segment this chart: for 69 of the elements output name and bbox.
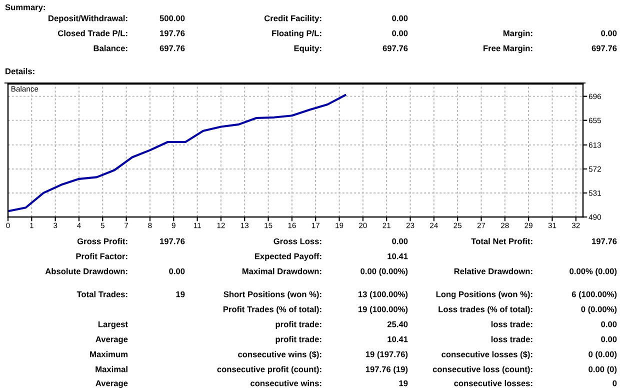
text: loss trade: bbox=[491, 336, 532, 342]
text: Total Net Profit: bbox=[471, 238, 532, 244]
text: 0.00% (0.00) bbox=[570, 268, 617, 276]
line-series bbox=[8, 94, 346, 212]
text: Average bbox=[96, 380, 128, 388]
text: 0.00 bbox=[601, 336, 617, 342]
text: Largest bbox=[98, 321, 128, 329]
text: 0.00 bbox=[392, 30, 408, 36]
text: 0 bbox=[612, 380, 617, 386]
text: Maximal bbox=[96, 366, 128, 372]
text: Long Positions (won %): bbox=[436, 291, 532, 299]
text: 19 bbox=[176, 291, 185, 298]
text: 697.76 bbox=[592, 45, 617, 52]
text: 0.00 (0) bbox=[588, 366, 617, 374]
text: 25.40 bbox=[387, 321, 408, 328]
text: Credit Facility: bbox=[264, 15, 322, 23]
text: 697.76 bbox=[160, 45, 185, 52]
text: profit trade: bbox=[276, 336, 322, 344]
text: 19 bbox=[399, 380, 408, 386]
text: consecutive wins: bbox=[250, 380, 322, 386]
text: 6 (100.00%) bbox=[572, 291, 617, 299]
text: 197.76 bbox=[160, 30, 185, 36]
text: 500.00 bbox=[160, 15, 185, 22]
text: Average bbox=[96, 336, 128, 344]
text: Free Margin: bbox=[484, 45, 532, 53]
text: Details: bbox=[6, 68, 34, 74]
text: Absolute Drawdown: bbox=[45, 268, 128, 274]
text: Expected Payoff: bbox=[254, 253, 322, 261]
text: consecutive wins ($): bbox=[238, 351, 322, 359]
text: Maximum bbox=[90, 351, 128, 358]
text: consecutive profit (count): bbox=[217, 366, 322, 374]
text: Short Positions (won %): bbox=[224, 291, 322, 299]
text: Equity: bbox=[294, 45, 322, 53]
text: Deposit/Withdrawal: bbox=[48, 15, 128, 23]
text: 0.00 bbox=[392, 238, 408, 244]
text: 0.00 (0.00%) bbox=[360, 268, 408, 276]
text: 197.76 (19) bbox=[366, 366, 408, 374]
text: loss trade: bbox=[491, 321, 532, 328]
text: 0.00 bbox=[601, 30, 617, 36]
text: Gross Loss: bbox=[274, 238, 322, 244]
text: consecutive loss (count): bbox=[432, 366, 532, 374]
text: 197.76 bbox=[160, 238, 185, 244]
text: 0.00 bbox=[392, 15, 408, 22]
text: 0 (0.00%) bbox=[581, 306, 617, 314]
text: Total Trades: bbox=[76, 291, 128, 298]
text: Summary: bbox=[5, 4, 45, 12]
text: consecutive losses: bbox=[454, 380, 532, 386]
text: 197.76 bbox=[592, 238, 617, 244]
text: 13 (100.00%) bbox=[358, 291, 408, 299]
text: Closed Trade P/L: bbox=[58, 30, 128, 36]
text: profit trade: bbox=[276, 321, 322, 329]
text: 19 (197.76) bbox=[366, 351, 408, 359]
text: consecutive losses ($): bbox=[442, 351, 532, 359]
text: Relative Drawdown: bbox=[454, 268, 532, 274]
text: Profit Trades (% of total): bbox=[223, 306, 322, 314]
text: 697.76 bbox=[382, 45, 408, 52]
text: Gross Profit: bbox=[77, 238, 128, 244]
text: 19 (100.00%) bbox=[358, 306, 408, 314]
text: 0.00 bbox=[601, 321, 617, 328]
text: Maximal Drawdown: bbox=[242, 268, 322, 274]
text: Profit Factor: bbox=[76, 253, 128, 260]
text: 10.41 bbox=[388, 336, 408, 342]
text: Balance: bbox=[94, 45, 128, 52]
text: 0 (0.00) bbox=[588, 351, 617, 359]
text: 0.00 bbox=[169, 268, 185, 274]
text: Floating P/L: bbox=[272, 30, 322, 38]
text: 10.41 bbox=[388, 253, 408, 260]
text: Margin: bbox=[503, 30, 532, 38]
text: Loss trades (% of total): bbox=[438, 306, 532, 314]
